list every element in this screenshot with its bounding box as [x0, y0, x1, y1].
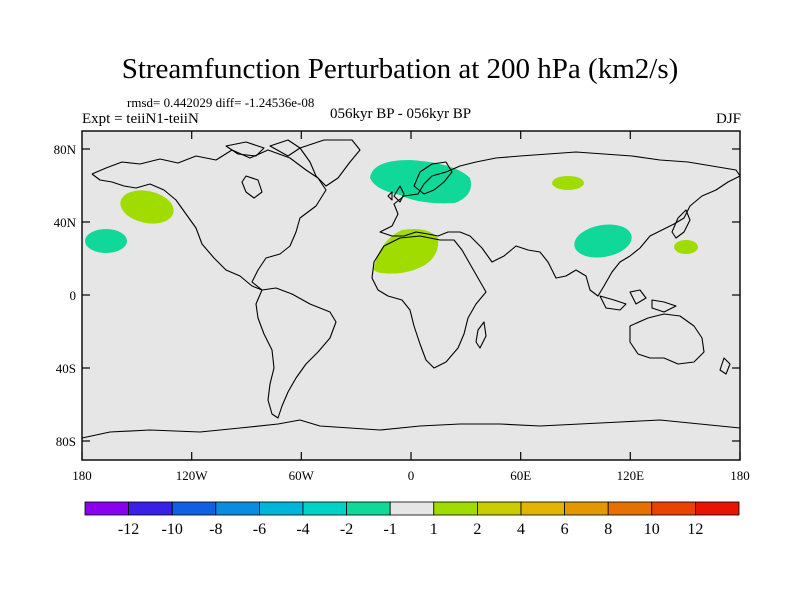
lon-label: 120E [617, 468, 645, 483]
lon-label: 0 [408, 468, 415, 483]
coast-japan [671, 209, 691, 239]
colorbar-label: -1 [384, 521, 397, 538]
colorbar-swatch [171, 501, 217, 516]
anomaly-fields [85, 160, 698, 274]
colorbar-label: 10 [644, 521, 660, 538]
anomaly-western-pacific [674, 240, 698, 254]
anomaly-gulf-of-alaska [120, 190, 174, 224]
colorbar-swatch [476, 501, 522, 516]
lon-label: 180 [72, 468, 92, 483]
coast-north-america [91, 149, 327, 291]
lon-labels: 180 120W 60W 0 60E 120E 180 [72, 468, 750, 483]
colorbar-swatch [651, 501, 696, 516]
anomaly-north-africa [373, 229, 439, 274]
axis-ticks [81, 131, 741, 460]
map-panel: 80N 40N 0 40S 80S 180 120W 60W 0 60E 120… [54, 130, 750, 483]
colorbar-label: -10 [162, 521, 183, 538]
coast-australia [629, 313, 705, 365]
colorbar-swatch [346, 501, 391, 516]
coast-indonesia [599, 289, 677, 313]
colorbar-swatch [215, 501, 260, 516]
lat-label: 40N [54, 215, 77, 230]
colorbar-swatch [607, 501, 653, 516]
coast-eurasia [379, 151, 741, 297]
period-label: 056kyr BP - 056kyr BP [330, 106, 472, 122]
colorbar-swatch [433, 501, 478, 516]
lon-label: 60W [289, 468, 315, 483]
colorbar-label: 1 [430, 521, 438, 538]
colorbar-label: -2 [340, 521, 353, 538]
map-title: Streamfunction Perturbation at 200 hPa (… [121, 53, 679, 85]
coast-greenland [299, 139, 361, 187]
anomaly-hawaii [85, 229, 127, 253]
coast-hudson-bay [241, 175, 263, 199]
colorbar-label: 8 [604, 521, 612, 538]
coast-africa [371, 235, 487, 369]
experiment-label: Expt = teiiN1-teiiN [82, 111, 199, 127]
lat-label: 0 [70, 288, 77, 303]
coast-british-isles [387, 185, 405, 203]
coast-antarctica [81, 419, 741, 439]
colorbar-swatch [258, 501, 304, 516]
colorbar: -12 -10 -8 -6 -4 -2 -1 1 2 4 6 8 10 12 [84, 501, 740, 538]
lon-label: 120W [176, 468, 209, 483]
colorbar-swatch [389, 501, 435, 516]
lat-label: 80N [54, 142, 77, 157]
colorbar-label: 6 [561, 521, 569, 538]
colorbar-swatch [84, 501, 129, 516]
coast-madagascar [475, 321, 487, 349]
lon-label: 60E [510, 468, 531, 483]
colorbar-swatch [520, 501, 565, 516]
colorbar-label: 2 [473, 521, 481, 538]
colorbar-label: -8 [209, 521, 222, 538]
stats-text: rmsd= 0.442029 diff= -1.24536e-08 [127, 95, 315, 110]
colorbar-label: -4 [296, 521, 309, 538]
anomaly-siberia [552, 176, 584, 190]
colorbar-label: 12 [687, 521, 703, 538]
coast-new-zealand [719, 357, 731, 375]
colorbar-swatch [302, 501, 347, 516]
coast-scandinavia [413, 161, 453, 195]
colorbar-label: 4 [517, 521, 525, 538]
coastlines [81, 139, 741, 439]
lon-label: 180 [730, 468, 750, 483]
colorbar-label: -6 [253, 521, 266, 538]
colorbar-label: -12 [118, 521, 139, 538]
coast-south-america [255, 287, 337, 419]
colorbar-swatch [564, 501, 609, 516]
lat-labels: 80N 40N 0 40S 80S [54, 142, 77, 449]
colorbar-swatch [128, 501, 173, 516]
anomaly-north-atlantic [370, 160, 471, 204]
anomaly-china [574, 224, 632, 258]
lat-label: 80S [56, 434, 76, 449]
season-label: DJF [715, 111, 741, 127]
lat-label: 40S [56, 361, 76, 376]
colorbar-swatch [695, 501, 740, 516]
